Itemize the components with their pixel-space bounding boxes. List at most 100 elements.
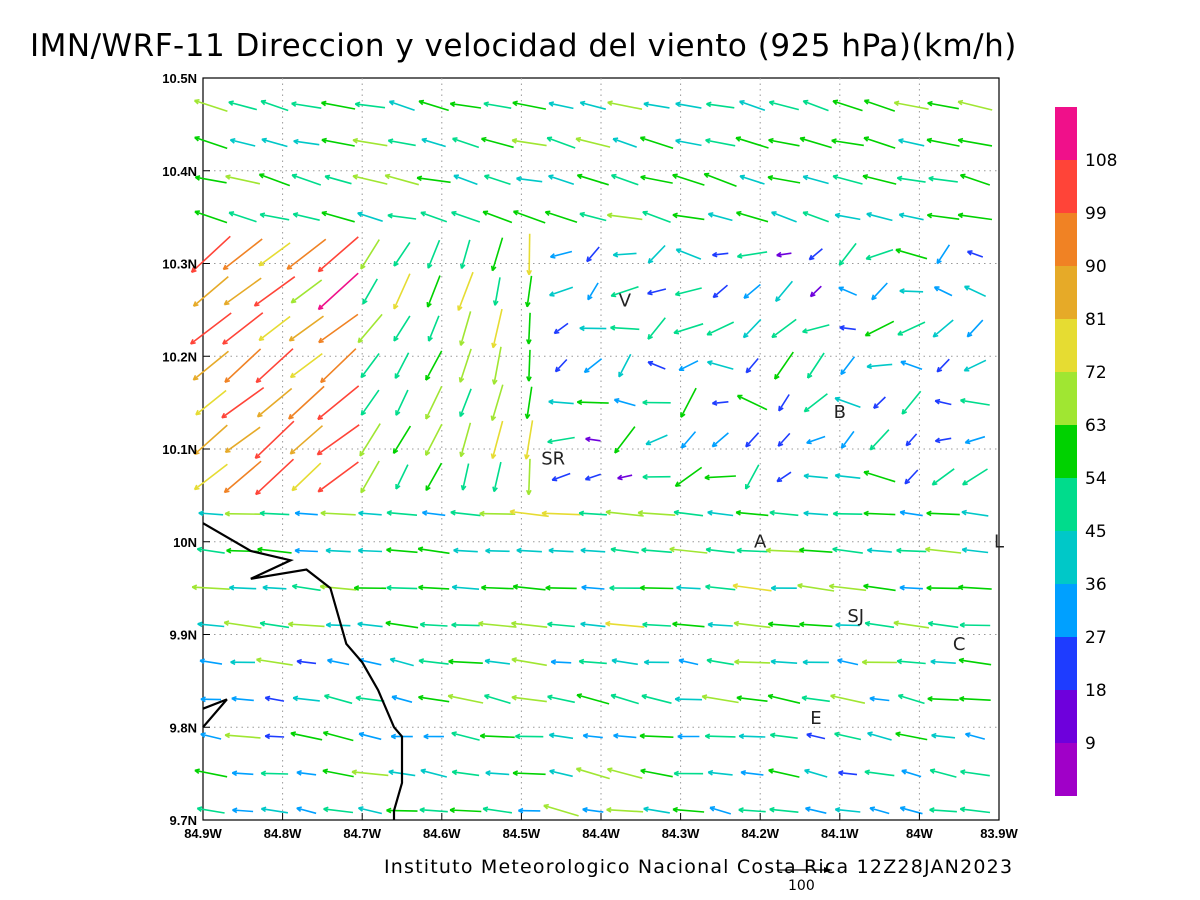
- wind-vector-head: [936, 366, 943, 373]
- wind-vector-head: [255, 377, 262, 384]
- wind-vector: [576, 694, 610, 705]
- wind-vector: [327, 659, 350, 666]
- wind-vector-head: [642, 621, 648, 628]
- wind-vector: [419, 808, 448, 813]
- wind-vector: [770, 734, 798, 739]
- wind-vector-head: [548, 547, 554, 554]
- wind-vector: [223, 277, 262, 306]
- wind-vector: [642, 211, 671, 224]
- wind-vector-head: [641, 693, 647, 700]
- wind-vector-head: [929, 768, 936, 775]
- wind-vector: [897, 321, 926, 336]
- wind-vector-head: [585, 436, 591, 443]
- wind-vector: [224, 348, 262, 383]
- wind-vector: [702, 695, 739, 704]
- wind-vector: [899, 290, 924, 293]
- wind-vector: [612, 138, 637, 148]
- wind-vector: [360, 460, 380, 494]
- wind-vector: [296, 807, 317, 815]
- wind-vector-head: [647, 334, 653, 340]
- wind-vector-head: [223, 620, 230, 626]
- colorbar-label: 90: [1085, 257, 1107, 277]
- wind-vector-head: [389, 657, 396, 664]
- lat-tick-label: 10.1N: [162, 442, 197, 457]
- lon-tick-label: 83.9W: [980, 826, 1018, 841]
- wind-vector: [480, 735, 515, 739]
- wind-vector-head: [199, 658, 205, 665]
- wind-vector-head: [735, 210, 742, 217]
- wind-vector-head: [926, 137, 933, 144]
- wind-vector: [838, 771, 858, 776]
- wind-vector-head: [834, 212, 841, 219]
- wind-vector-head: [451, 622, 457, 628]
- wind-vector: [611, 659, 638, 666]
- wind-vector-head: [545, 584, 551, 591]
- wind-vector: [358, 512, 382, 516]
- wind-vector: [734, 661, 771, 664]
- wind-vector: [459, 388, 472, 417]
- wind-vector-head: [224, 447, 231, 453]
- wind-vector: [352, 175, 388, 185]
- wind-vector: [293, 213, 320, 221]
- wind-vector: [459, 348, 472, 383]
- wind-vector-head: [806, 732, 812, 739]
- wind-vector: [553, 322, 569, 335]
- wind-vector: [288, 623, 325, 628]
- wind-vector-head: [580, 621, 586, 628]
- wind-vector: [776, 252, 792, 257]
- wind-vector-head: [197, 621, 203, 628]
- wind-vector-head: [385, 620, 391, 627]
- wind-vector-head: [547, 438, 553, 445]
- wind-vector-head: [451, 769, 458, 776]
- wind-vector-head: [809, 291, 816, 298]
- wind-vector: [450, 809, 482, 813]
- wind-vector: [545, 211, 578, 224]
- wind-vector-head: [676, 584, 682, 591]
- wind-vector: [867, 732, 892, 741]
- wind-vector: [386, 548, 418, 554]
- wind-vector: [324, 175, 352, 185]
- wind-vector: [548, 102, 574, 110]
- wind-vector: [317, 385, 360, 420]
- wind-vector-head: [612, 251, 619, 258]
- wind-vector-head: [966, 331, 973, 338]
- wind-vector-head: [387, 212, 393, 219]
- wind-vector: [577, 401, 609, 404]
- wind-vector-head: [264, 695, 271, 702]
- wind-vector: [835, 624, 860, 627]
- wind-vector-head: [390, 733, 397, 740]
- wind-vector-head: [575, 136, 582, 143]
- wind-vector-head: [587, 294, 593, 301]
- wind-vector-head: [770, 585, 777, 592]
- wind-vector: [575, 137, 611, 148]
- wind-vector: [967, 250, 984, 258]
- wind-vector-head: [771, 332, 778, 339]
- wind-vector: [585, 437, 601, 442]
- wind-vector-head: [613, 398, 620, 404]
- wind-vector: [358, 807, 382, 815]
- wind-vector-head: [840, 442, 847, 449]
- wind-vector: [384, 174, 420, 186]
- wind-vector-head: [838, 260, 845, 266]
- wind-vector: [929, 769, 957, 778]
- wind-vector-head: [395, 484, 401, 490]
- wind-vector-head: [360, 372, 367, 379]
- wind-vector-head: [223, 299, 230, 306]
- wind-vector: [225, 734, 261, 739]
- wind-vector-head: [637, 510, 644, 516]
- wind-vector-head: [483, 101, 489, 108]
- wind-vector-head: [221, 412, 227, 419]
- wind-vector-head: [525, 489, 532, 496]
- wind-vector-head: [392, 448, 399, 454]
- lat-tick-label: 10.4N: [162, 164, 197, 179]
- wind-vector-head: [611, 658, 618, 664]
- wind-vector-head: [840, 369, 846, 376]
- wind-vector: [548, 549, 574, 553]
- wind-vector-head: [231, 695, 237, 702]
- wind-vector: [737, 394, 768, 411]
- wind-vector: [325, 549, 351, 553]
- wind-vector-head: [640, 174, 646, 181]
- wind-vector: [610, 694, 639, 705]
- wind-vector-head: [258, 173, 265, 179]
- wind-vector: [864, 770, 895, 777]
